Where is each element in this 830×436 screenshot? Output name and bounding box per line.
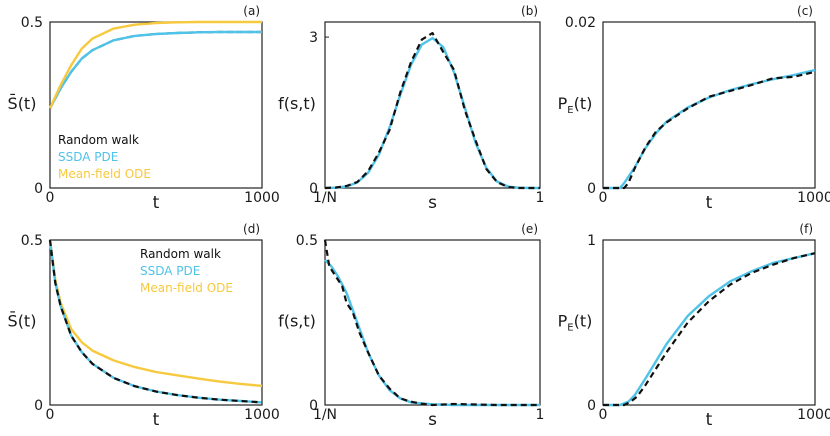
x-axis-label: t bbox=[153, 410, 160, 430]
plot-frame bbox=[602, 21, 816, 189]
panel-label: (b) bbox=[521, 4, 538, 18]
legend-entry: Mean-field ODE bbox=[58, 167, 151, 181]
legend-entry: Random walk bbox=[58, 133, 139, 147]
y-tick-label: 0 bbox=[309, 181, 318, 197]
plot-frame bbox=[49, 239, 263, 406]
y-tick-label: 0 bbox=[34, 181, 43, 197]
y-axis-label: PE(t) bbox=[558, 312, 593, 334]
x-tick-label: 0 bbox=[599, 190, 608, 206]
series-line-random-walk bbox=[49, 30, 262, 109]
legend-entry: SSDA PDE bbox=[58, 150, 118, 164]
series-line-ssda-pde bbox=[48, 30, 262, 109]
y-tick-label: 0 bbox=[587, 181, 596, 197]
panel-b: 1/N 1 0 3 s f(s,t) (b) bbox=[278, 4, 544, 213]
legend-entry: Mean-field ODE bbox=[140, 281, 233, 295]
y-axis-label: S̄(t) bbox=[8, 312, 37, 331]
x-tick-label: 1 bbox=[536, 190, 545, 206]
x-axis-label: s bbox=[428, 410, 437, 430]
series-line-mean-field-ode bbox=[48, 20, 262, 109]
panel-label: (d) bbox=[243, 222, 260, 236]
y-tick-label: 0.5 bbox=[21, 233, 43, 249]
y-tick-label: 1 bbox=[587, 233, 596, 249]
series-line-random-walk bbox=[603, 252, 816, 407]
x-tick-label: 1/N bbox=[313, 190, 337, 206]
y-tick-label: 0 bbox=[309, 398, 318, 414]
panel-d: 0 1000 0 0.5 t S̄(t) (d) Random walk SSDA PDE Mea… bbox=[8, 222, 280, 430]
series-line-random-walk bbox=[48, 239, 263, 404]
y-axis-label: f(s,t) bbox=[278, 312, 316, 331]
y-tick-label: 0 bbox=[587, 398, 596, 414]
y-tick-label: 0.02 bbox=[565, 15, 596, 31]
x-axis-label: t bbox=[153, 193, 160, 213]
x-tick-label: 1000 bbox=[244, 407, 280, 423]
series-line-ssda-pde bbox=[324, 36, 540, 190]
x-axis-label: s bbox=[428, 193, 437, 213]
panel-e: 1/N 1 0 0.5 s f(s,t) (e) bbox=[278, 222, 544, 430]
series-line-random-walk bbox=[323, 239, 540, 407]
legend-entry: SSDA PDE bbox=[140, 264, 200, 278]
y-tick-label: 0.5 bbox=[296, 233, 318, 249]
series-line-random-walk bbox=[603, 70, 816, 190]
x-tick-label: 1 bbox=[536, 407, 545, 423]
x-tick-label: 1000 bbox=[244, 190, 280, 206]
panel-a: 0 1000 0 0.5 t S̄(t) (a) Random walk SSDA PDE Mea… bbox=[8, 4, 280, 213]
y-tick-label: 0 bbox=[34, 398, 43, 414]
series-line-ssda-pde bbox=[603, 252, 816, 407]
x-axis-label: t bbox=[706, 193, 713, 213]
y-tick-label: 0.5 bbox=[21, 15, 43, 31]
plot-frame bbox=[602, 239, 816, 406]
y-axis-label: f(s,t) bbox=[278, 94, 316, 113]
x-tick-label: 0 bbox=[46, 407, 55, 423]
panel-label: (a) bbox=[243, 4, 260, 18]
y-axis-label: PE(t) bbox=[558, 94, 593, 116]
x-tick-label: 1000 bbox=[797, 407, 830, 423]
x-tick-label: 1000 bbox=[797, 190, 830, 206]
y-axis-label: S̄(t) bbox=[8, 94, 37, 113]
x-tick-label: 0 bbox=[599, 407, 608, 423]
series-line-random-walk bbox=[324, 31, 540, 190]
x-tick-label: 1/N bbox=[313, 407, 337, 423]
plot-frame bbox=[324, 21, 541, 189]
legend-entry: Random walk bbox=[140, 247, 221, 261]
panel-label: (c) bbox=[797, 4, 813, 18]
y-tick-label: 3 bbox=[309, 30, 318, 46]
panel-f: 0 1000 0 1 t PE(t) (f) bbox=[558, 222, 830, 430]
series-line-mean-field-ode bbox=[48, 239, 263, 388]
x-axis-label: t bbox=[706, 410, 713, 430]
panel-label: (f) bbox=[799, 222, 813, 236]
panel-label: (e) bbox=[521, 222, 538, 236]
panel-c: 0 1000 0 0.02 t PE(t) (c) bbox=[558, 4, 830, 213]
series-line-ssda-pde bbox=[324, 258, 540, 407]
x-tick-label: 0 bbox=[46, 190, 55, 206]
